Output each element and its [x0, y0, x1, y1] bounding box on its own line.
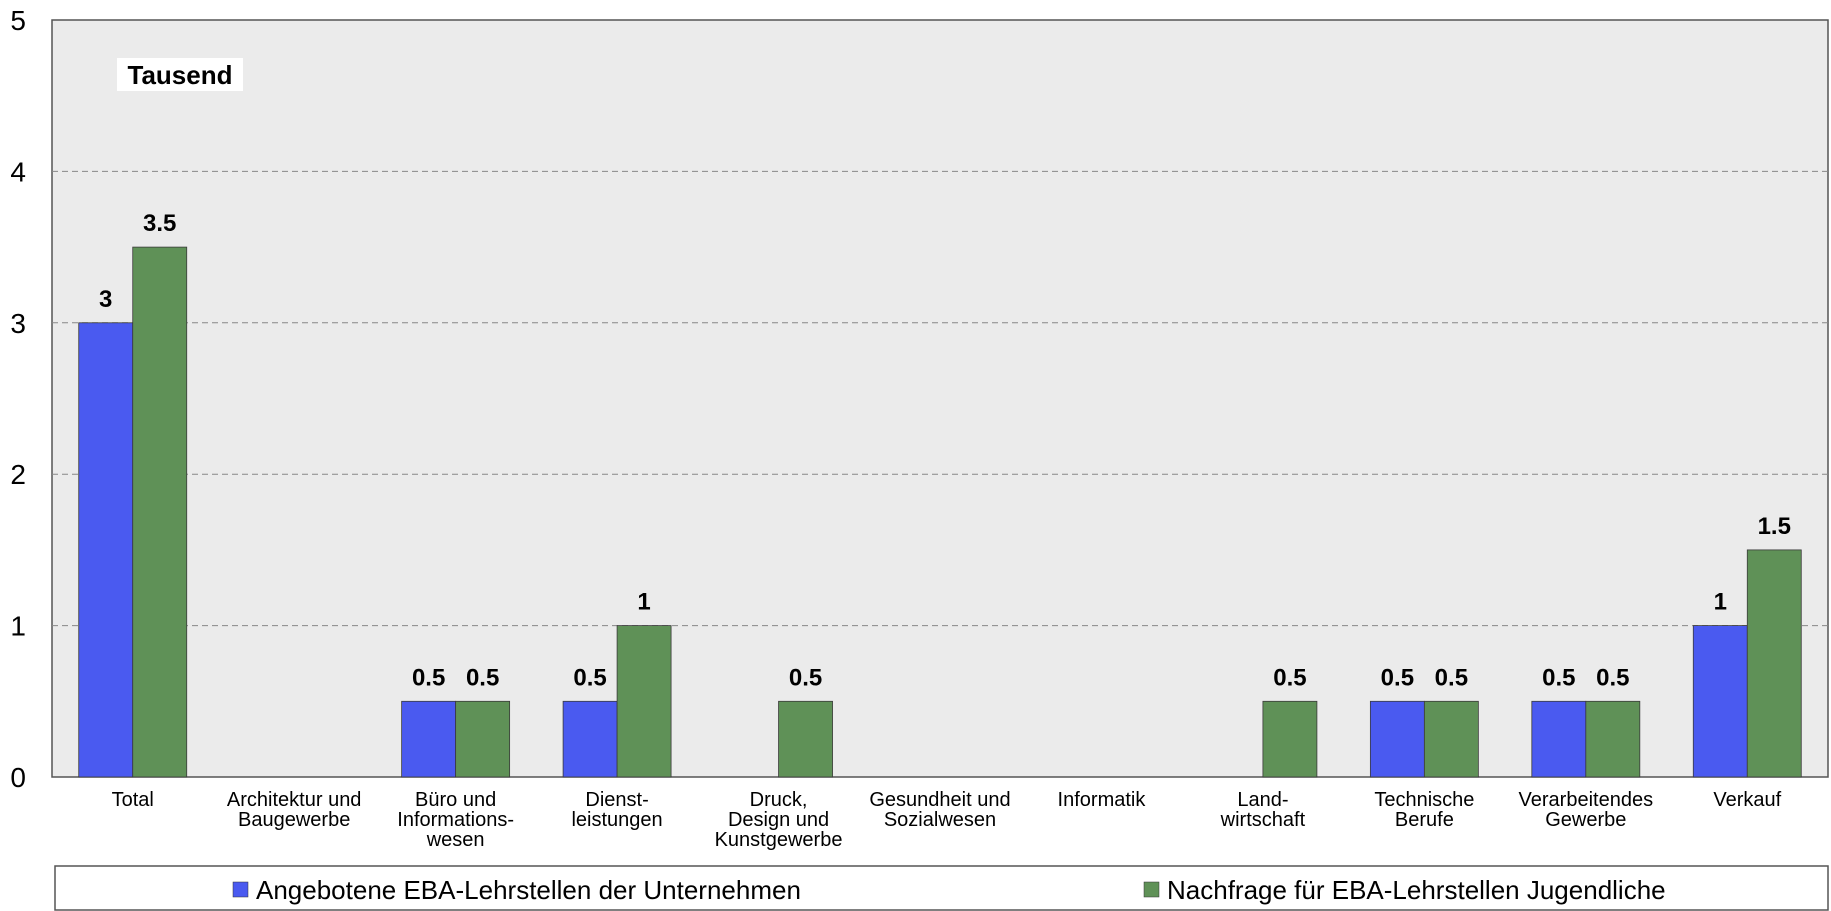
data-label: 0.5 — [412, 664, 445, 691]
data-label: 0.5 — [1273, 664, 1306, 691]
data-label: 3 — [99, 286, 112, 313]
x-tick-label: Druck, Design und Kunstgewerbe — [715, 789, 843, 851]
data-label: 1 — [637, 589, 650, 616]
data-label: 0.5 — [1542, 664, 1575, 691]
data-label: 0.5 — [466, 664, 499, 691]
x-tick-label: Gesundheit und Sozialwesen — [869, 789, 1010, 831]
plot-area — [51, 19, 1829, 778]
bar — [1369, 700, 1425, 778]
unit-label: Tausend — [128, 60, 233, 90]
legend-label-demand: Nachfrage für EBA-Lehrstellen Jugendlich… — [1167, 875, 1666, 905]
data-label: 0.5 — [1596, 664, 1629, 691]
x-tick-label: Land-wirtschaft — [1220, 789, 1306, 831]
data-label: 0.5 — [1435, 664, 1468, 691]
x-tick-label: Dienst-leistungen — [571, 789, 662, 831]
data-label: 0.5 — [573, 664, 606, 691]
bar — [1585, 700, 1641, 778]
bars — [78, 246, 1802, 778]
data-label: 0.5 — [789, 664, 822, 691]
legend-swatch-offered — [232, 881, 249, 898]
bar — [455, 700, 511, 778]
x-tick-label: Verarbeitendes Gewerbe — [1519, 789, 1654, 831]
legend-label-offered: Angebotene EBA-Lehrstellen der Unternehm… — [256, 875, 801, 905]
y-tick-label: 2 — [10, 459, 26, 490]
legend: Angebotene EBA-Lehrstellen der Unternehm… — [54, 865, 1829, 911]
y-tick-label: 1 — [10, 611, 26, 642]
data-label: 0.5 — [1381, 664, 1414, 691]
bar — [1423, 700, 1479, 778]
x-tick-label: Technische Berufe — [1374, 789, 1474, 831]
bar — [1262, 700, 1318, 778]
bar — [132, 246, 188, 778]
legend-box — [54, 865, 1829, 911]
bar — [78, 322, 134, 778]
data-label: 3.5 — [143, 210, 176, 237]
data-labels: 3 3.5 0.5 0.5 0.5 1 0.5 0.5 0.5 0.5 0.5 0.5 1 1.5 — [99, 210, 1791, 691]
legend-swatch-demand — [1143, 881, 1160, 898]
bar — [778, 700, 833, 778]
y-tick-label: 5 — [10, 5, 26, 36]
bar — [401, 700, 457, 778]
unit-label-box — [117, 58, 243, 91]
y-tick-label: 4 — [10, 156, 26, 187]
x-tick-label: Architektur und Baugewerbe — [227, 789, 362, 831]
bar — [616, 625, 672, 778]
y-axis-ticks: 0 1 2 3 4 5 — [10, 5, 26, 793]
bar — [1692, 625, 1748, 778]
x-tick-label: Büro und Informations-wesen — [397, 789, 514, 851]
x-tick-label: Verkauf — [1713, 789, 1781, 811]
x-tick-label: Informatik — [1058, 789, 1147, 811]
data-label: 1.5 — [1758, 513, 1791, 540]
x-tick-label: Total — [112, 789, 154, 811]
bar — [1531, 700, 1587, 778]
bar — [1746, 549, 1802, 778]
grid-lines — [52, 170, 1828, 627]
y-tick-label: 0 — [10, 762, 26, 793]
bar — [562, 700, 618, 778]
data-label: 1 — [1714, 589, 1727, 616]
y-tick-label: 3 — [10, 308, 26, 339]
x-axis-labels: Total Architektur und Baugewerbe Büro und In… — [112, 789, 1782, 851]
